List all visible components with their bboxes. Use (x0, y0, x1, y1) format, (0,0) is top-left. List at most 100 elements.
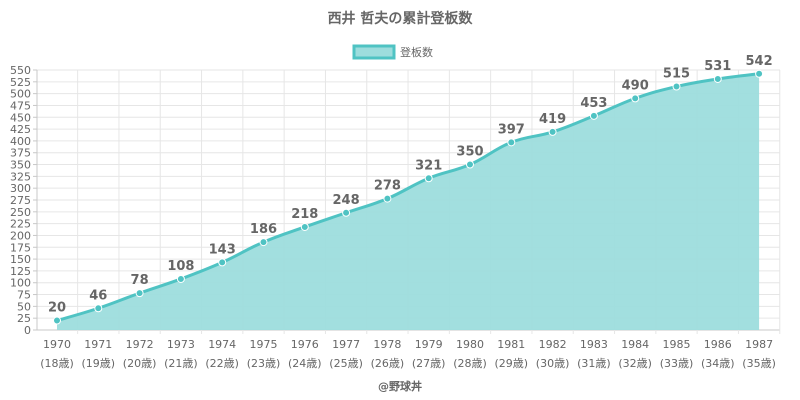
data-point (383, 194, 392, 203)
data-label: 321 (415, 158, 442, 173)
x-tick-label: 1975 (250, 338, 278, 351)
data-label: 490 (622, 78, 649, 93)
data-labels: 20 46 78 108 143 186 218 248 278 321 350 397 419 453 4… (48, 54, 773, 316)
y-tick-label: 300 (10, 182, 31, 195)
x-tick-label: 1982 (539, 338, 567, 351)
data-label: 143 (209, 242, 236, 257)
series-area (56, 72, 760, 331)
y-tick-label: 550 (10, 64, 31, 77)
x-tick-label: 1979 (415, 338, 443, 351)
data-point (53, 316, 61, 325)
y-tick-label: 425 (10, 123, 31, 136)
data-label: 531 (704, 59, 731, 74)
y-tick-label: 225 (10, 218, 31, 231)
y-tick-label: 475 (10, 99, 31, 112)
x-tick-label: 1970 (43, 338, 71, 351)
x-tick-sublabel: (19歳) (82, 357, 116, 370)
legend-label: 登板数 (400, 45, 433, 59)
x-tick-label: 1972 (126, 338, 154, 351)
data-label: 78 (131, 273, 149, 288)
x-tick-label: 1984 (621, 338, 649, 351)
x-tick-sublabel: (24歳) (288, 357, 322, 370)
data-points (53, 69, 764, 325)
y-tick-label: 75 (17, 289, 31, 302)
data-point (548, 127, 557, 136)
data-point (631, 94, 640, 103)
chart-title: 西井 哲夫の累計登板数 (328, 10, 474, 27)
y-tick-label: 325 (10, 170, 31, 183)
credit-label: @野球丼 (378, 379, 422, 393)
data-label: 186 (250, 222, 277, 237)
x-tick-label: 1973 (167, 338, 195, 351)
data-point (672, 82, 681, 91)
data-point (176, 274, 185, 283)
data-label: 515 (663, 67, 690, 82)
x-tick-label: 1981 (497, 338, 525, 351)
data-point (713, 74, 722, 83)
x-tick-label: 1976 (291, 338, 319, 351)
y-tick-label: 525 (10, 76, 31, 89)
data-point (218, 258, 227, 267)
data-label: 46 (89, 288, 107, 303)
series-area-fill (57, 73, 760, 331)
data-point (135, 289, 144, 298)
y-tick-label: 0 (24, 324, 31, 337)
x-tick-sublabel: (20歳) (123, 357, 157, 370)
y-tick-label: 150 (10, 253, 31, 266)
x-tick-label: 1978 (373, 338, 401, 351)
y-tick-label: 250 (10, 206, 31, 219)
x-tick-sublabel: (26歳) (371, 357, 405, 370)
data-point (342, 208, 351, 217)
y-tick-label: 375 (10, 147, 31, 160)
y-tick-label: 400 (10, 135, 31, 148)
data-point (259, 238, 268, 247)
x-tick-sublabel: (29歳) (495, 357, 529, 370)
y-tick-label: 25 (17, 312, 31, 325)
y-tick-label: 50 (17, 300, 31, 313)
y-tick-label: 175 (10, 241, 31, 254)
y-tick-label: 200 (10, 229, 31, 242)
y-tick-label: 350 (10, 159, 31, 172)
x-tick-sublabel: (18歳) (40, 357, 74, 370)
x-tick-sublabel: (31歳) (577, 357, 611, 370)
data-point (755, 69, 764, 78)
x-tick-label: 1977 (332, 338, 360, 351)
data-label: 20 (48, 301, 66, 316)
x-tick-sublabel: (34歳) (701, 357, 735, 370)
x-tick-label: 1971 (84, 338, 112, 351)
x-tick-label: 1986 (704, 338, 732, 351)
data-point (300, 222, 309, 231)
legend[interactable]: 登板数 (352, 44, 433, 60)
data-point (94, 304, 103, 313)
x-tick-sublabel: (32歳) (618, 357, 652, 370)
data-label: 453 (580, 96, 607, 111)
x-tick-label: 1987 (745, 338, 773, 351)
data-point (424, 174, 433, 183)
x-tick-sublabel: (27歳) (412, 357, 446, 370)
x-tick-label: 1983 (580, 338, 608, 351)
y-tick-label: 275 (10, 194, 31, 207)
x-tick-sublabel: (28歳) (453, 357, 487, 370)
data-label: 542 (746, 54, 773, 69)
data-label: 350 (456, 145, 483, 160)
data-point (507, 138, 516, 147)
data-label: 218 (291, 207, 318, 222)
y-tick-label: 500 (10, 88, 31, 101)
y-tick-label: 450 (10, 111, 31, 124)
x-tick-sublabel: (35歳) (742, 357, 776, 370)
y-tick-label: 100 (10, 277, 31, 290)
data-label: 108 (167, 259, 194, 274)
data-label: 278 (374, 179, 401, 194)
data-point (589, 111, 598, 120)
x-tick-label: 1974 (208, 338, 236, 351)
data-label: 248 (333, 193, 360, 208)
legend-swatch (352, 44, 396, 60)
x-axis-ticks: 1970 (18歳) 1971 (19歳) 1972 (20歳) 1973 (21歳) 1974… (40, 338, 776, 370)
x-tick-label: 1980 (456, 338, 484, 351)
x-tick-sublabel: (25歳) (329, 357, 363, 370)
data-point (466, 160, 474, 169)
x-tick-sublabel: (30歳) (536, 357, 570, 370)
x-tick-sublabel: (33歳) (660, 357, 694, 370)
